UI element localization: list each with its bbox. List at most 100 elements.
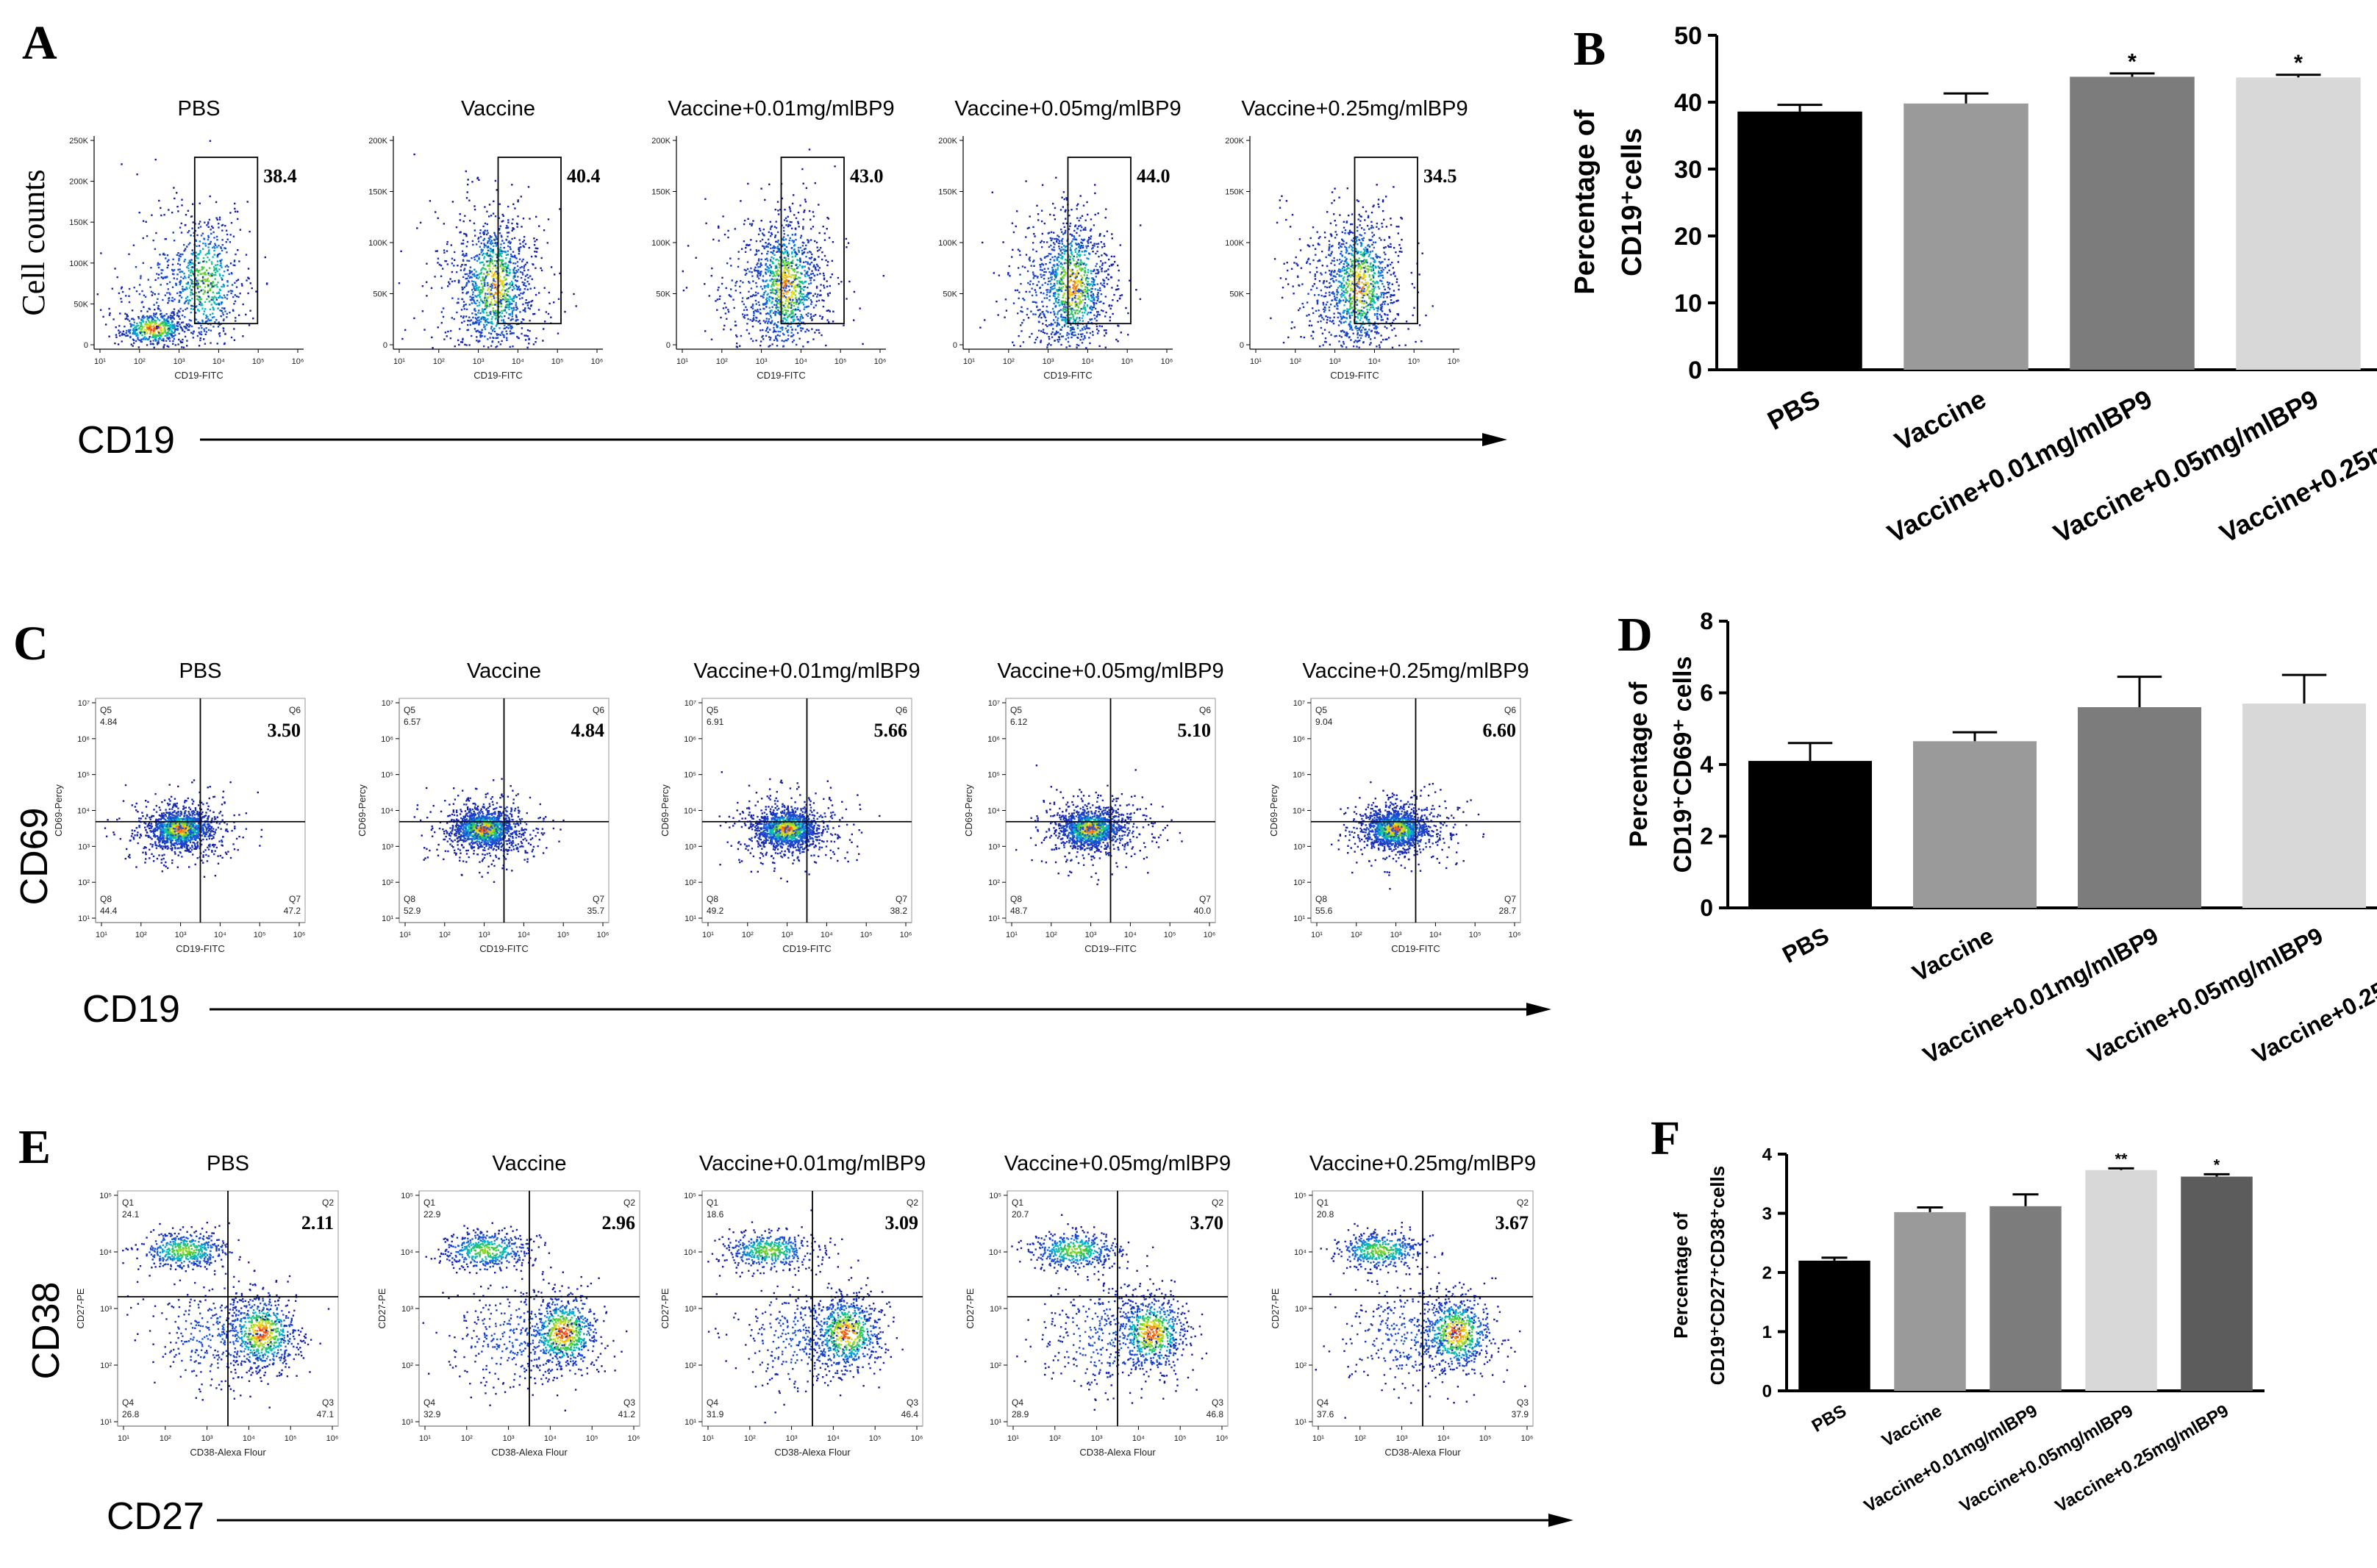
dot — [485, 304, 487, 307]
dot — [168, 346, 170, 348]
dot — [1028, 226, 1030, 229]
dot — [720, 316, 722, 319]
dot — [201, 319, 204, 322]
dot — [723, 324, 726, 327]
dot — [487, 260, 489, 262]
dot — [1106, 230, 1109, 232]
dot — [493, 272, 496, 274]
dot — [462, 287, 465, 290]
dot — [135, 266, 137, 268]
dot — [202, 242, 204, 245]
dot — [1034, 275, 1037, 277]
dot — [478, 304, 481, 307]
dot — [132, 318, 134, 320]
dot — [160, 329, 162, 331]
dot — [1044, 256, 1046, 259]
dot — [463, 308, 465, 310]
dot — [468, 276, 471, 279]
dot — [137, 338, 139, 340]
dot — [1033, 275, 1035, 277]
dot — [179, 255, 182, 258]
dot — [785, 298, 788, 300]
dot — [754, 295, 756, 297]
dot — [819, 294, 821, 296]
dot — [1082, 289, 1084, 291]
dot — [1076, 327, 1079, 329]
dot — [149, 323, 151, 326]
dot — [229, 212, 232, 214]
dot — [1073, 288, 1075, 290]
dot — [1069, 268, 1071, 271]
dot — [784, 290, 787, 293]
dot — [783, 334, 785, 336]
dot — [507, 267, 510, 270]
dot — [1096, 293, 1099, 296]
dot — [1120, 294, 1123, 296]
dot — [225, 229, 228, 232]
dot — [1051, 323, 1054, 326]
dot — [167, 317, 169, 319]
dot — [199, 296, 201, 298]
dot — [212, 308, 215, 310]
dot — [514, 294, 516, 297]
dot — [488, 265, 490, 267]
dot — [179, 326, 182, 328]
dot — [760, 220, 762, 222]
dot — [1030, 265, 1032, 267]
dot — [490, 215, 493, 217]
dot — [787, 291, 790, 293]
y-tick-label: 100K — [938, 239, 957, 248]
dot — [807, 251, 809, 254]
dot — [483, 237, 486, 240]
dot — [96, 293, 99, 296]
dot — [221, 279, 224, 281]
dot — [518, 250, 521, 253]
dot — [150, 315, 152, 318]
dot — [1032, 277, 1034, 279]
dot — [791, 202, 794, 205]
dot — [1056, 257, 1058, 259]
dot — [1034, 235, 1036, 237]
dot — [766, 259, 769, 262]
dot — [476, 289, 478, 291]
dot — [124, 318, 126, 321]
dot — [190, 294, 192, 296]
dot — [1079, 303, 1081, 305]
dot — [521, 321, 523, 323]
dot — [1018, 297, 1020, 299]
dot — [756, 285, 758, 288]
dot — [496, 267, 498, 270]
dot — [173, 337, 176, 340]
dot — [484, 305, 487, 307]
dot — [1074, 321, 1076, 324]
dot — [207, 280, 210, 282]
dot — [1087, 213, 1089, 216]
dot — [421, 285, 424, 287]
dot — [742, 313, 744, 315]
dot — [493, 295, 495, 298]
dot — [160, 207, 162, 210]
dot — [124, 326, 126, 328]
dot — [486, 305, 488, 307]
dot — [812, 307, 815, 309]
dot — [213, 302, 216, 304]
dot — [793, 309, 795, 311]
dot — [784, 281, 787, 283]
dot — [768, 346, 770, 348]
dot — [757, 269, 759, 272]
dot — [1068, 255, 1070, 257]
dot — [221, 307, 224, 309]
dot — [1084, 219, 1087, 221]
dot — [1050, 273, 1052, 276]
dot — [773, 323, 776, 326]
dot — [504, 251, 507, 253]
dot — [1072, 272, 1074, 274]
dot — [1070, 336, 1073, 339]
dot — [490, 318, 493, 321]
dot — [128, 253, 130, 255]
dot — [484, 302, 487, 304]
dot — [483, 244, 486, 246]
dot — [763, 291, 765, 294]
dot — [131, 318, 133, 320]
dot — [1093, 281, 1095, 284]
